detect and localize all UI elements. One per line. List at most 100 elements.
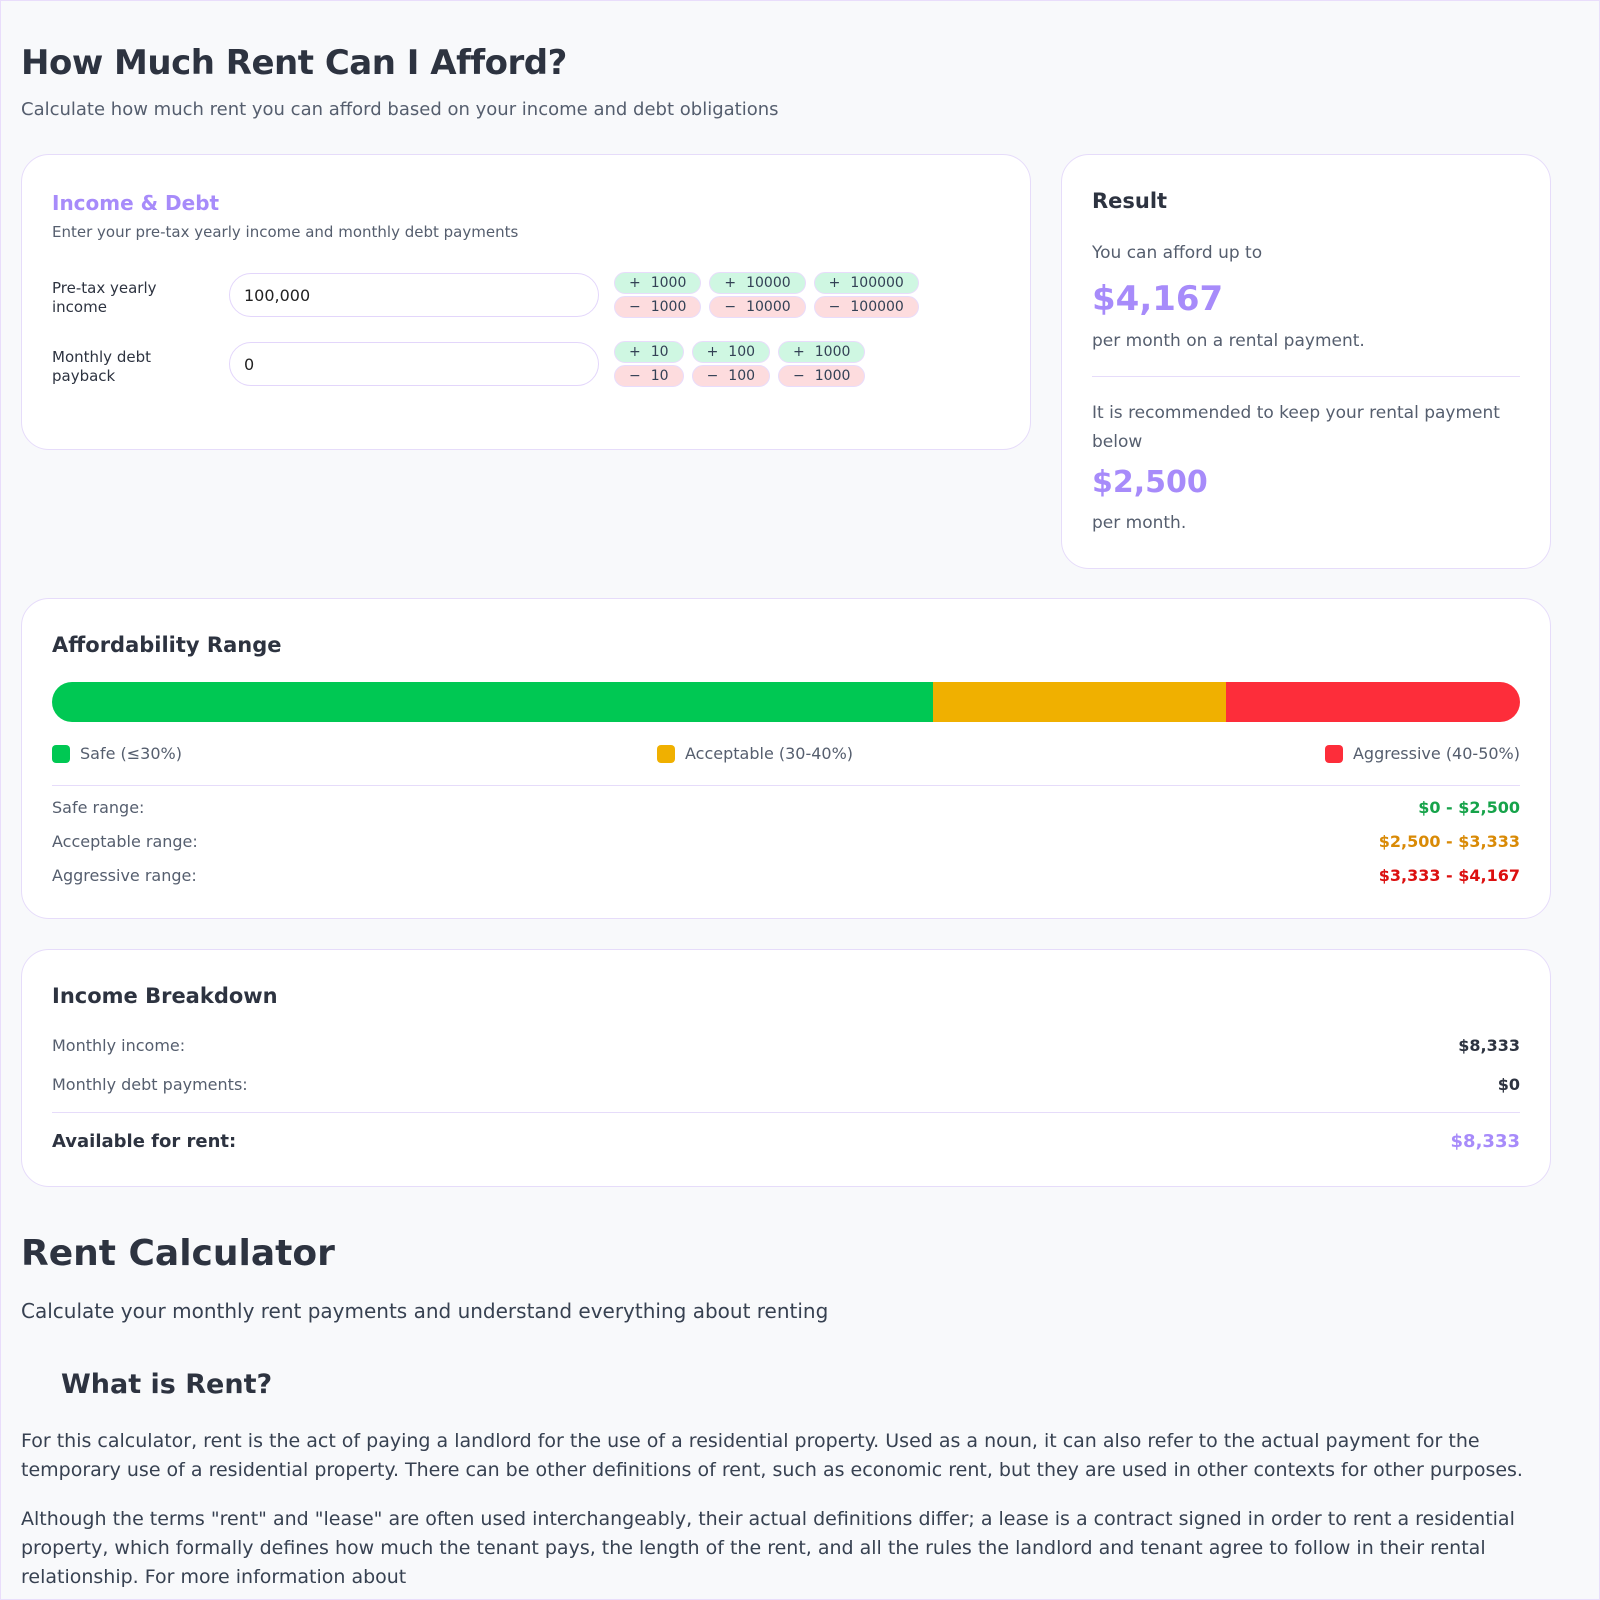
plus-icon: + xyxy=(629,344,641,360)
decrement-button[interactable]: −100 xyxy=(691,365,771,387)
page-subtitle: Calculate how much rent you can afford b… xyxy=(21,99,779,120)
divider xyxy=(52,785,1520,786)
divider xyxy=(1092,376,1520,377)
increment-button[interactable]: +10 xyxy=(614,341,684,363)
decrement-button[interactable]: −1000 xyxy=(778,365,866,387)
legend-item: Acceptable (30-40%) xyxy=(657,744,853,763)
step-amount: 100 xyxy=(728,344,756,360)
income-input[interactable] xyxy=(229,273,599,317)
monthly-income-row: Monthly income: $8,333 xyxy=(52,1036,1520,1055)
card-title: Income & Debt xyxy=(52,191,220,215)
legend-swatch xyxy=(657,744,675,763)
recommended-suffix: per month. xyxy=(1092,513,1187,533)
range-row: Acceptable range: $2,500 - $3,333 xyxy=(52,832,1520,851)
legend-label: Safe (≤30%) xyxy=(80,744,182,763)
minus-icon: − xyxy=(793,368,805,384)
minus-icon: − xyxy=(706,368,719,384)
bar-segment xyxy=(1226,682,1520,722)
result-intro: You can afford up to xyxy=(1092,243,1263,263)
minus-icon: − xyxy=(828,299,841,315)
step-amount: 100000 xyxy=(850,299,904,315)
plus-icon: + xyxy=(724,275,737,291)
available-row: Available for rent: $8,333 xyxy=(52,1131,1520,1152)
minus-icon: − xyxy=(629,299,641,315)
step-amount: 1000 xyxy=(814,344,851,360)
decrement-button[interactable]: −10 xyxy=(614,365,684,387)
recommended-rent-value: $2,500 xyxy=(1092,465,1208,500)
result-title: Result xyxy=(1092,189,1168,213)
monthly-debt-row: Monthly debt payments: $0 xyxy=(52,1075,1520,1094)
step-amount: 1000 xyxy=(650,299,687,315)
range-title: Affordability Range xyxy=(52,633,282,657)
value: $8,333 xyxy=(1458,1036,1520,1055)
legend-label: Aggressive (40-50%) xyxy=(1352,744,1520,763)
bar-segment xyxy=(932,682,1227,722)
max-rent-suffix: per month on a rental payment. xyxy=(1092,331,1365,351)
range-value: $2,500 - $3,333 xyxy=(1378,832,1520,851)
range-row: Aggressive range: $3,333 - $4,167 xyxy=(52,866,1520,885)
affordability-range-card: Affordability Range Safe (≤30%) Acceptabl… xyxy=(21,598,1551,919)
increment-button[interactable]: +100000 xyxy=(813,272,919,294)
range-label: Safe range: xyxy=(52,798,145,817)
bar-segment xyxy=(52,682,933,722)
value: $0 xyxy=(1497,1075,1520,1094)
legend-label: Acceptable (30-40%) xyxy=(685,744,854,763)
income-debt-card: Income & Debt Enter your pre-tax yearly … xyxy=(21,154,1031,450)
max-rent-value: $4,167 xyxy=(1092,279,1224,319)
income-step-buttons: +1000−1000 +10000−10000 +100000−100000 xyxy=(614,272,919,318)
section-heading: What is Rent? xyxy=(61,1369,273,1400)
step-button-pair: +1000−1000 xyxy=(778,341,866,387)
minus-icon: − xyxy=(724,299,737,315)
label: Monthly income: xyxy=(52,1036,186,1055)
step-button-pair: +10000−10000 xyxy=(709,272,806,318)
value: $8,333 xyxy=(1450,1131,1520,1152)
step-amount: 100 xyxy=(728,368,756,384)
decrement-button[interactable]: −1000 xyxy=(614,296,702,318)
increment-button[interactable]: +100 xyxy=(691,341,771,363)
step-button-pair: +10−10 xyxy=(614,341,684,387)
legend-item: Safe (≤30%) xyxy=(52,744,182,763)
article-title: Rent Calculator xyxy=(21,1233,335,1274)
increment-button[interactable]: +1000 xyxy=(778,341,866,363)
range-row: Safe range: $0 - $2,500 xyxy=(52,798,1520,817)
step-amount: 10000 xyxy=(746,299,791,315)
increment-button[interactable]: +1000 xyxy=(614,272,702,294)
step-button-pair: +1000−1000 xyxy=(614,272,702,318)
decrement-button[interactable]: −10000 xyxy=(709,296,806,318)
plus-icon: + xyxy=(629,275,641,291)
range-value: $3,333 - $4,167 xyxy=(1378,866,1520,885)
step-amount: 10000 xyxy=(746,275,791,291)
legend-swatch xyxy=(1324,744,1343,763)
paragraph: For this calculator, rent is the act of … xyxy=(21,1430,1523,1481)
income-breakdown-card: Income Breakdown Monthly income: $8,333 M… xyxy=(21,949,1551,1187)
recommendation-text: It is recommended to keep your rental pa… xyxy=(1092,403,1500,452)
increment-button[interactable]: +10000 xyxy=(709,272,806,294)
range-value: $0 - $2,500 xyxy=(1418,798,1520,817)
debt-input[interactable] xyxy=(229,342,599,386)
breakdown-title: Income Breakdown xyxy=(52,984,278,1008)
range-label: Acceptable range: xyxy=(52,832,198,851)
article-subtitle: Calculate your monthly rent payments and… xyxy=(21,1299,829,1323)
legend-item: Aggressive (40-50%) xyxy=(1324,744,1520,763)
step-amount: 1000 xyxy=(650,275,687,291)
legend-swatch xyxy=(52,744,70,763)
result-card: Result You can afford up to $4,167 per m… xyxy=(1061,154,1551,569)
label: Monthly debt payments: xyxy=(52,1075,248,1094)
step-button-pair: +100000−100000 xyxy=(813,272,919,318)
page-title: How Much Rent Can I Afford? xyxy=(21,43,567,83)
step-amount: 1000 xyxy=(814,368,851,384)
step-amount: 10 xyxy=(650,344,669,360)
divider xyxy=(52,1112,1520,1113)
paragraph: Although the terms "rent" and "lease" ar… xyxy=(21,1508,1515,1588)
minus-icon: − xyxy=(629,368,641,384)
affordability-bar xyxy=(52,682,1520,722)
plus-icon: + xyxy=(828,275,841,291)
decrement-button[interactable]: −100000 xyxy=(813,296,919,318)
debt-label: Monthly debt payback xyxy=(52,348,151,385)
debt-step-buttons: +10−10 +100−100 +1000−1000 xyxy=(614,341,866,387)
plus-icon: + xyxy=(706,344,719,360)
range-label: Aggressive range: xyxy=(52,866,197,885)
income-label: Pre-tax yearly income xyxy=(52,279,157,316)
step-amount: 100000 xyxy=(850,275,904,291)
step-amount: 10 xyxy=(650,368,669,384)
